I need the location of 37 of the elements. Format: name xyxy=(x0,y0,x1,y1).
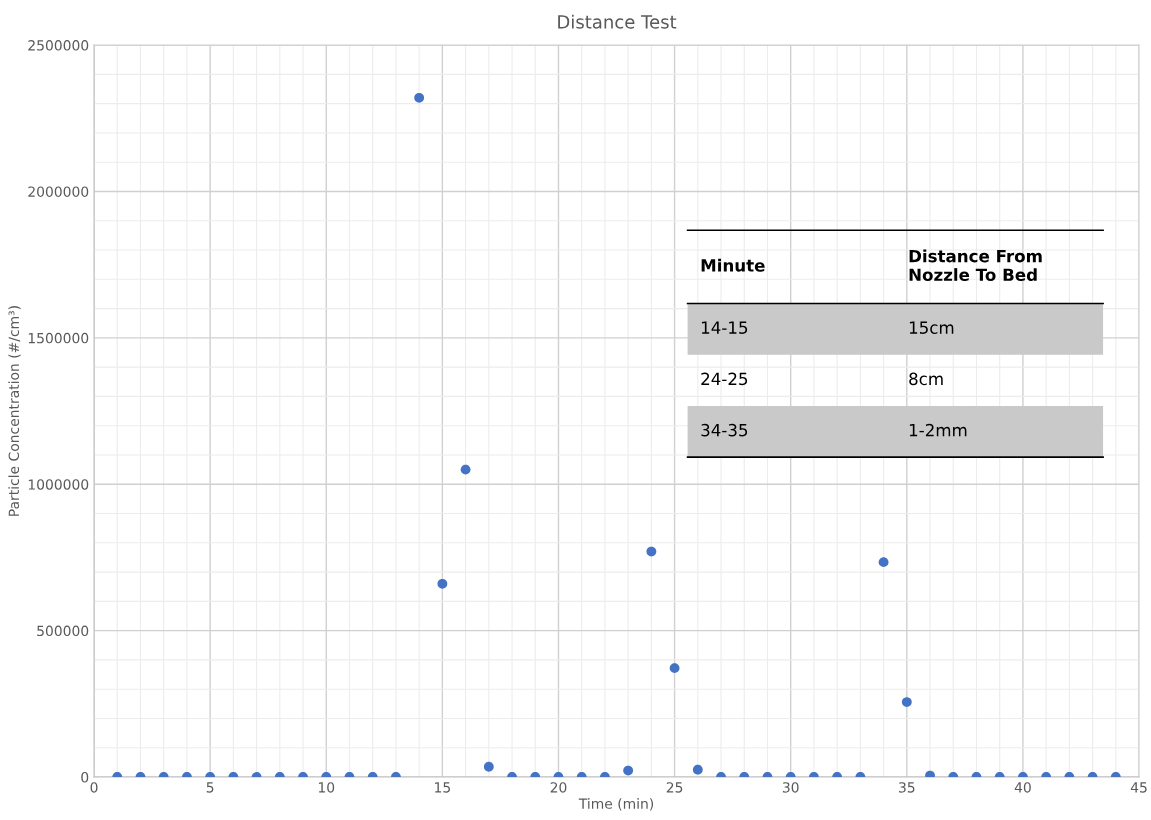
annotation: 1-2mm xyxy=(909,423,967,437)
y-tick-label: 0 xyxy=(81,772,89,783)
x-tick-label: 25 xyxy=(666,782,683,793)
y-tick-label: 1500000 xyxy=(28,332,89,344)
annotation: 34-35 xyxy=(701,423,748,437)
chart-title: Distance Test xyxy=(558,14,677,29)
x-axis-title: Time (min) xyxy=(578,798,654,811)
y-tick-label: 500000 xyxy=(37,625,89,637)
annotation: 8cm xyxy=(909,372,943,386)
x-tick-label: 0 xyxy=(90,782,98,793)
point xyxy=(437,578,448,589)
annotation: 24-25 xyxy=(701,372,748,386)
point xyxy=(692,764,703,775)
point xyxy=(460,464,471,475)
y-tick-label: 1000000 xyxy=(28,479,89,490)
point xyxy=(878,557,889,568)
x-tick-label: 10 xyxy=(318,782,335,793)
y-tick-label: 2000000 xyxy=(28,186,89,197)
x-tick-label: 15 xyxy=(435,782,450,793)
x-tick-label: 35 xyxy=(899,782,915,793)
annotation: 14-15 xyxy=(701,321,748,334)
x-tick-label: 5 xyxy=(206,782,214,793)
point xyxy=(669,663,680,674)
point xyxy=(623,765,634,776)
y-tick-label: 2500000 xyxy=(28,40,89,51)
point xyxy=(901,697,912,707)
annotation: 15cm xyxy=(909,321,954,334)
point xyxy=(646,546,657,557)
x-tick-label: 40 xyxy=(1014,782,1031,793)
y-axis-title: Particle Concentration (#/cm³) xyxy=(8,306,21,516)
x-tick-label: 30 xyxy=(782,782,799,793)
point xyxy=(483,761,494,772)
x-tick-label: 20 xyxy=(550,782,567,793)
point xyxy=(925,770,935,778)
annotation: Minute xyxy=(701,258,765,272)
x-tick-label: 45 xyxy=(1130,782,1147,793)
annotation: Distance From Nozzle To Bed xyxy=(909,249,1042,282)
